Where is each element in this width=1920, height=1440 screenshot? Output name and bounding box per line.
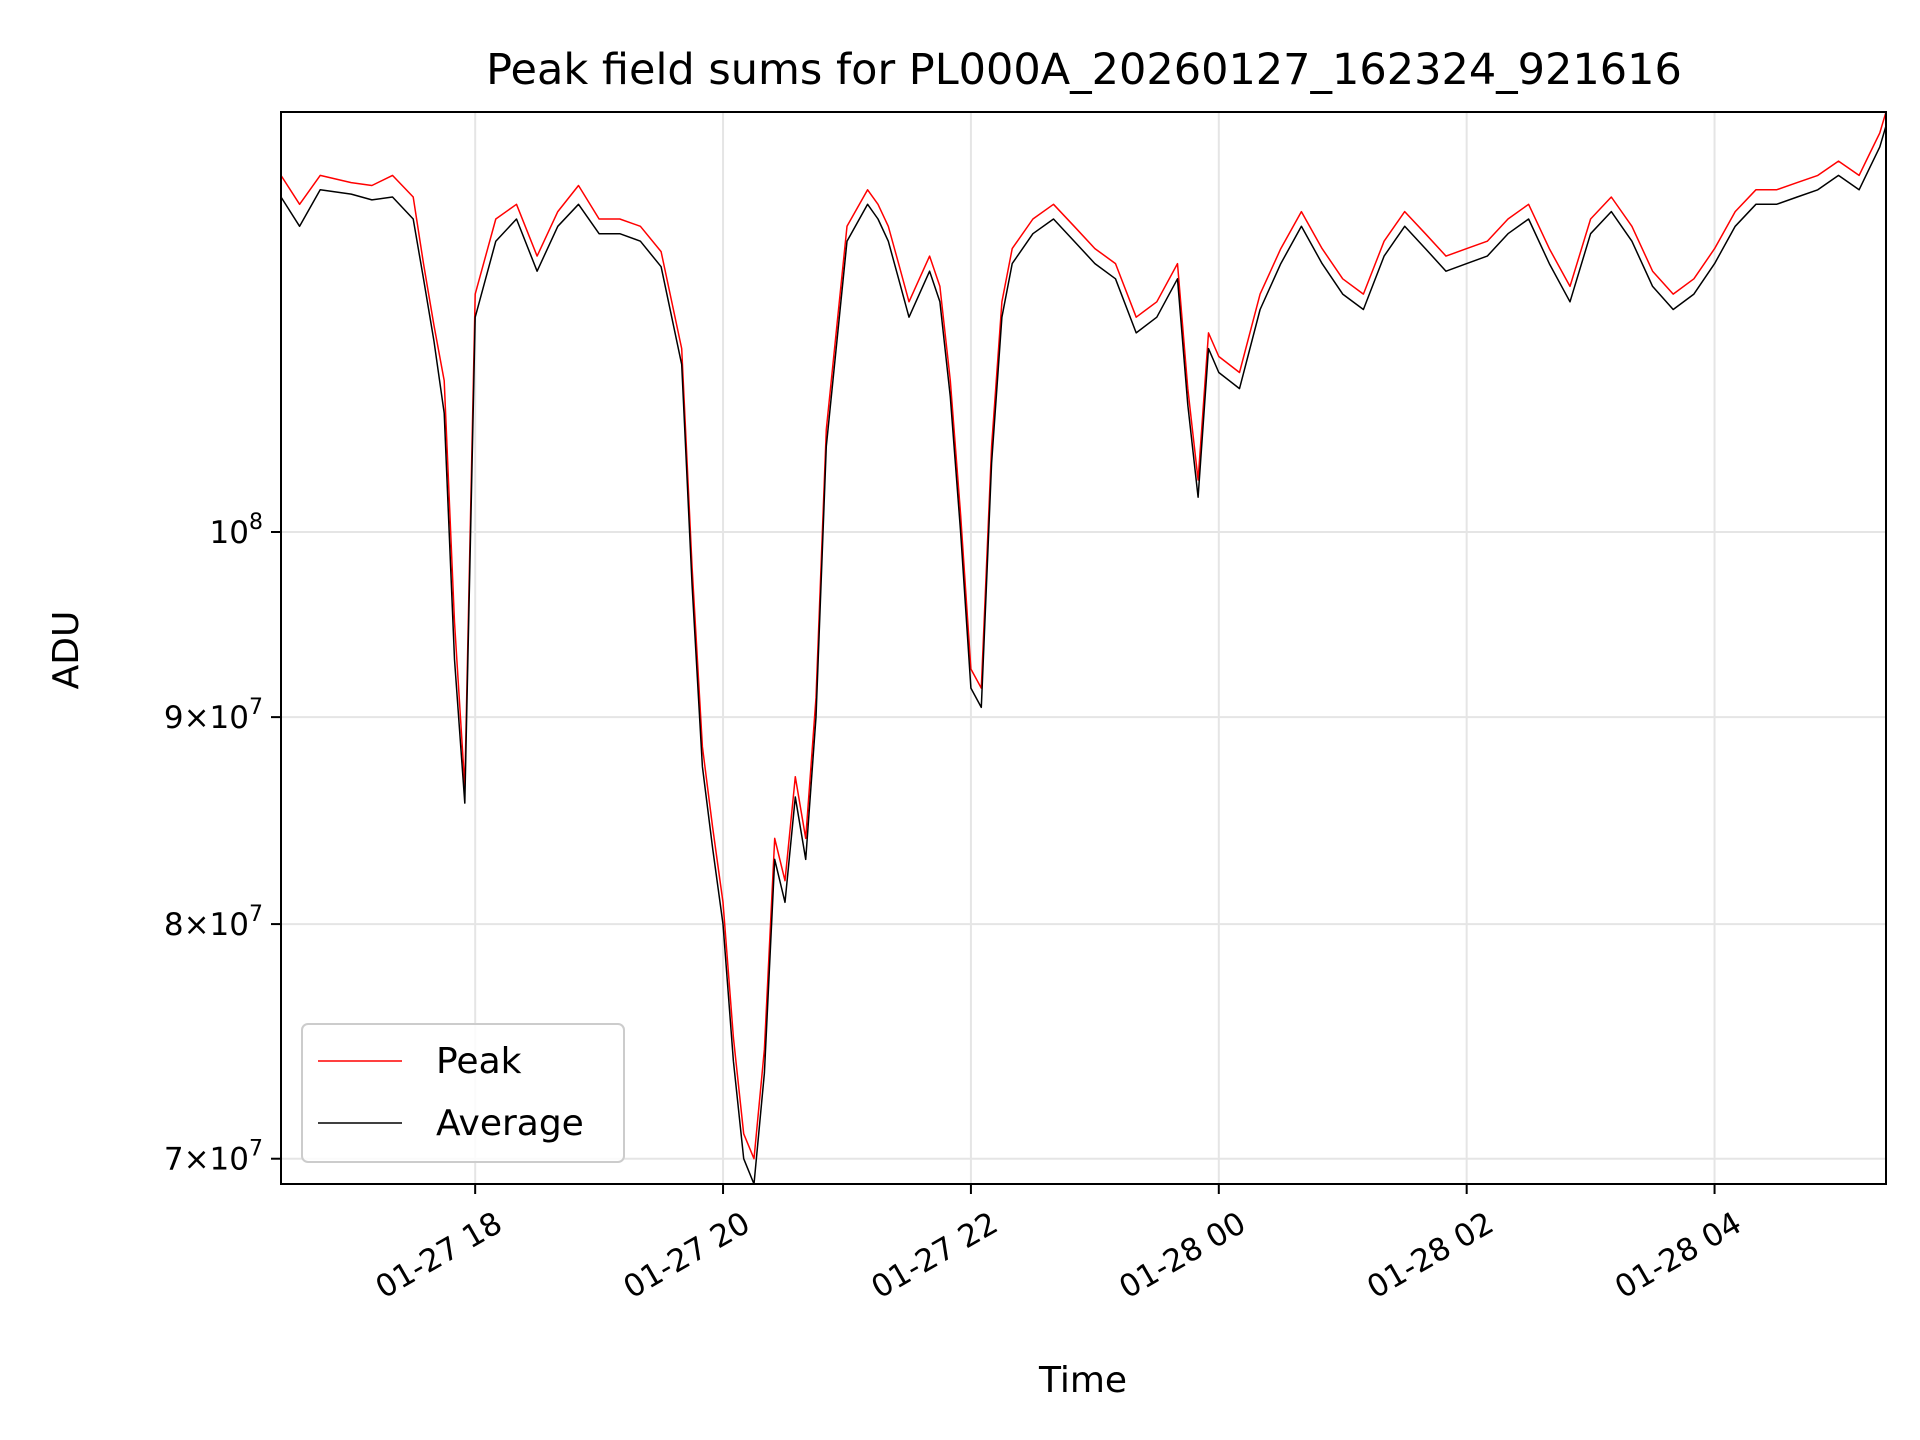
y-axis-label: ADU <box>46 611 87 690</box>
y-tick-base: 10 <box>210 700 249 736</box>
chart-title: Peak field sums for PL000A_20260127_1623… <box>486 45 1682 95</box>
legend-label-average: Average <box>436 1103 584 1144</box>
grid <box>281 112 1886 1184</box>
legend: Peak Average <box>301 1023 625 1163</box>
legend-box <box>301 1023 625 1163</box>
legend-label-peak: Peak <box>436 1041 522 1082</box>
y-tick-label: 8×107 <box>164 902 263 943</box>
y-tick-base: 10 <box>210 515 249 551</box>
y-tick-exponent: 7 <box>249 1137 263 1162</box>
y-tick-times-sign: × <box>184 907 210 943</box>
plot-series <box>281 112 1886 1184</box>
y-tick-exponent: 8 <box>249 510 263 535</box>
y-tick-mantissa: 8 <box>164 907 184 943</box>
x-axis-label: Time <box>1038 1360 1127 1401</box>
y-tick-label: 9×107 <box>164 695 263 736</box>
y-tick-exponent: 7 <box>249 902 263 927</box>
y-tick-base: 10 <box>210 1142 249 1178</box>
y-tick-base: 10 <box>210 907 249 943</box>
series-line-peak <box>281 112 1886 1160</box>
y-tick-times-sign: × <box>184 1142 210 1178</box>
y-tick-times-sign: × <box>184 700 210 736</box>
y-tick-label: 108 <box>210 510 263 551</box>
y-tick-mantissa: 9 <box>164 700 184 736</box>
series-line-average <box>281 125 1886 1184</box>
y-tick-label: 7×107 <box>164 1137 263 1178</box>
y-tick-exponent: 7 <box>249 695 263 720</box>
y-tick-mantissa: 7 <box>164 1142 184 1178</box>
plot-frame <box>280 111 1887 1185</box>
